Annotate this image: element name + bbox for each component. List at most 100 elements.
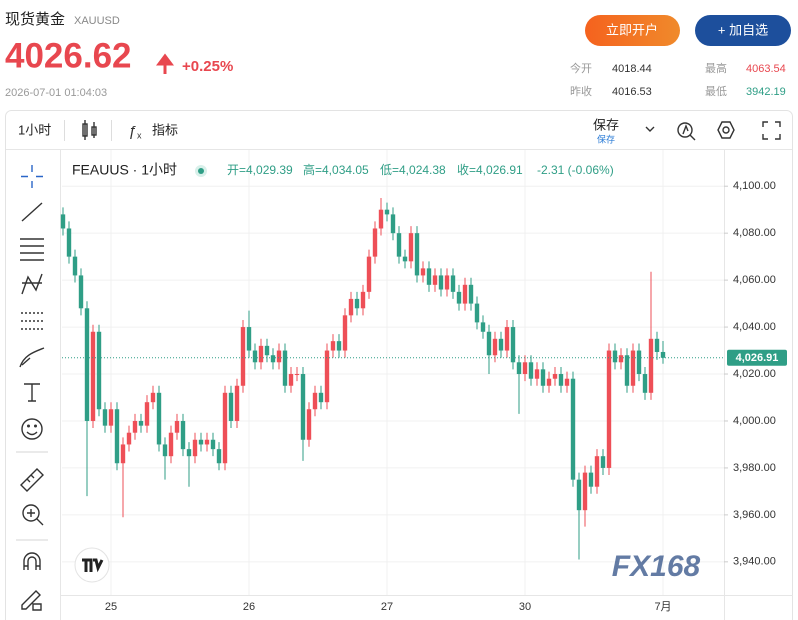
candle-body [60, 214, 66, 229]
chart-type-button[interactable] [82, 120, 97, 140]
candle-body [102, 409, 108, 426]
candle-body [72, 256, 78, 276]
candle-body [198, 439, 204, 445]
candle-body [654, 338, 660, 352]
candle-body [264, 345, 270, 356]
candle-body [648, 338, 654, 393]
price-tag-label: 4,026.91 [736, 352, 779, 364]
candle-body [114, 409, 120, 464]
candle-body [636, 350, 642, 375]
trend-line-tool[interactable] [21, 202, 43, 222]
fx-icon[interactable]: ƒ [128, 123, 136, 140]
stat-value: 3942.19 [746, 86, 786, 98]
pattern-tool[interactable] [21, 273, 43, 295]
candle-body [288, 374, 294, 386]
tv-logo-mark [82, 558, 104, 573]
legend-symbol: FEAUUS · 1小时 [72, 162, 177, 178]
candle-body [582, 472, 588, 511]
save-button[interactable]: 保存 [593, 117, 619, 132]
candle-body [606, 350, 612, 468]
fib-tool[interactable] [21, 312, 43, 330]
horizontal-lines-tool[interactable] [20, 238, 44, 261]
text-tool[interactable] [24, 383, 40, 402]
candle-body [588, 472, 594, 487]
candle-body [492, 338, 498, 356]
watchlist-button[interactable] [695, 15, 791, 46]
candle-body [144, 402, 150, 426]
candle-body [156, 392, 162, 445]
y-tick-label: 3,960.00 [733, 509, 776, 521]
change: +0.25% [182, 58, 233, 75]
lock-draw-tool[interactable] [21, 590, 42, 611]
legend-change: -2.31 (-0.06%) [537, 163, 614, 177]
candle-body [420, 268, 426, 276]
candle-body [360, 291, 366, 309]
candle-body [378, 209, 384, 229]
candle-body [624, 355, 630, 386]
candle-body [528, 362, 534, 379]
legend-open: 开=4,029.39 [227, 163, 293, 177]
candle-body [600, 456, 606, 468]
stat-value: 4063.54 [746, 63, 786, 75]
candle-body [120, 444, 126, 464]
candle-body [318, 392, 324, 403]
candle-body [240, 327, 246, 386]
save-menu[interactable] [645, 126, 655, 132]
candle-body [90, 331, 96, 421]
candle-body [570, 378, 576, 480]
y-tick-label: 4,080.00 [733, 227, 776, 239]
crosshair-tool[interactable] [21, 165, 43, 188]
open-account-button[interactable] [585, 15, 680, 46]
candle-body [540, 369, 546, 386]
y-tick-label: 3,940.00 [733, 556, 776, 568]
candle-body [546, 378, 552, 386]
y-tick-label: 4,020.00 [733, 368, 776, 380]
quick-search[interactable] [677, 122, 696, 141]
legend-high: 高=4,034.05 [303, 162, 369, 177]
candle-body [84, 308, 90, 421]
fx-icon-sub[interactable]: x [137, 130, 142, 140]
title: 现货黄金 [5, 11, 65, 28]
fullscreen[interactable] [762, 121, 781, 140]
price-tag [727, 349, 787, 366]
settings[interactable] [717, 121, 735, 139]
candle-body [174, 420, 180, 433]
candle-body [234, 385, 240, 421]
candle-body [498, 338, 504, 351]
candle-body [216, 449, 222, 464]
indicators-button[interactable]: 指标 [152, 122, 178, 137]
plot-area: 3,940.00 3,960.00 3,980.00 4,000.00 4,020.00… [60, 150, 787, 613]
candle-body [558, 374, 564, 386]
brush-tool[interactable] [19, 347, 45, 368]
candle-body [432, 275, 438, 285]
emoji-tool[interactable] [21, 418, 43, 440]
candle-body [180, 420, 186, 450]
candle-body [426, 268, 432, 285]
watchlist-label[interactable]: + 加自选 [718, 22, 768, 37]
x-tick-label: 26 [243, 601, 255, 613]
candle-body [462, 284, 468, 304]
candle-body [282, 350, 288, 386]
candle-body [414, 233, 420, 276]
y-tick-label: 4,040.00 [733, 321, 776, 333]
stat-label: 今开 [570, 61, 592, 75]
candle-body [186, 449, 192, 457]
x-tick-label: 27 [381, 601, 393, 613]
zoom-tool[interactable] [22, 504, 44, 526]
stat-value: 4018.44 [612, 63, 652, 75]
candle-body [552, 374, 558, 379]
open-account-label[interactable]: 立即开户 [606, 22, 658, 37]
candle-body [474, 303, 480, 323]
candle-body [564, 378, 570, 386]
interval-button[interactable]: 1小时 [18, 122, 51, 137]
candle-body [150, 392, 156, 403]
candle-body [468, 284, 474, 304]
x-tick-label: 25 [105, 601, 117, 613]
candle-body [270, 355, 276, 363]
ruler-tool[interactable] [20, 468, 44, 492]
magnet-tool[interactable] [23, 552, 41, 570]
stat-label: 昨收 [570, 84, 592, 98]
candle-body [438, 275, 444, 290]
candle-body [366, 256, 372, 292]
